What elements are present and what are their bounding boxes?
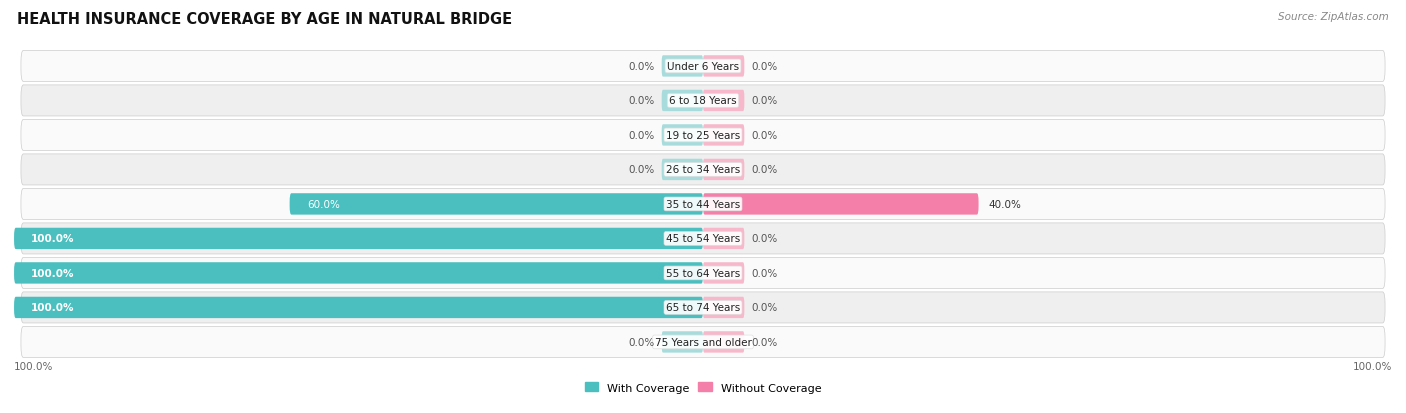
Text: 100.0%: 100.0% [31,303,75,313]
FancyBboxPatch shape [703,297,744,318]
Text: 100.0%: 100.0% [1353,361,1392,371]
FancyBboxPatch shape [703,194,979,215]
FancyBboxPatch shape [290,194,703,215]
Text: 0.0%: 0.0% [751,165,778,175]
FancyBboxPatch shape [21,51,1385,82]
FancyBboxPatch shape [21,86,1385,116]
FancyBboxPatch shape [14,228,703,249]
FancyBboxPatch shape [703,159,744,181]
Text: 0.0%: 0.0% [751,303,778,313]
Text: 40.0%: 40.0% [988,199,1022,209]
Text: 0.0%: 0.0% [751,62,778,72]
Text: 55 to 64 Years: 55 to 64 Years [666,268,740,278]
FancyBboxPatch shape [662,331,703,353]
FancyBboxPatch shape [662,125,703,146]
Text: 6 to 18 Years: 6 to 18 Years [669,96,737,106]
Text: 0.0%: 0.0% [628,96,655,106]
FancyBboxPatch shape [703,90,744,112]
FancyBboxPatch shape [662,159,703,181]
FancyBboxPatch shape [703,56,744,78]
FancyBboxPatch shape [21,327,1385,358]
Text: 100.0%: 100.0% [14,361,53,371]
Text: 0.0%: 0.0% [751,337,778,347]
Text: 19 to 25 Years: 19 to 25 Years [666,131,740,140]
Text: 65 to 74 Years: 65 to 74 Years [666,303,740,313]
Text: 0.0%: 0.0% [628,337,655,347]
Text: 35 to 44 Years: 35 to 44 Years [666,199,740,209]
Text: 45 to 54 Years: 45 to 54 Years [666,234,740,244]
FancyBboxPatch shape [14,297,703,318]
Text: 100.0%: 100.0% [31,268,75,278]
Text: 0.0%: 0.0% [628,165,655,175]
FancyBboxPatch shape [21,154,1385,185]
Text: 60.0%: 60.0% [307,199,340,209]
FancyBboxPatch shape [703,331,744,353]
FancyBboxPatch shape [662,90,703,112]
Text: HEALTH INSURANCE COVERAGE BY AGE IN NATURAL BRIDGE: HEALTH INSURANCE COVERAGE BY AGE IN NATU… [17,12,512,27]
Text: 26 to 34 Years: 26 to 34 Years [666,165,740,175]
Text: 0.0%: 0.0% [751,268,778,278]
FancyBboxPatch shape [703,125,744,146]
FancyBboxPatch shape [703,228,744,249]
FancyBboxPatch shape [21,120,1385,151]
FancyBboxPatch shape [21,223,1385,254]
Text: 100.0%: 100.0% [31,234,75,244]
Text: 0.0%: 0.0% [751,131,778,140]
Text: Source: ZipAtlas.com: Source: ZipAtlas.com [1278,12,1389,22]
FancyBboxPatch shape [662,56,703,78]
Text: 0.0%: 0.0% [628,131,655,140]
FancyBboxPatch shape [21,189,1385,220]
FancyBboxPatch shape [21,292,1385,323]
Legend: With Coverage, Without Coverage: With Coverage, Without Coverage [581,378,825,397]
Text: 0.0%: 0.0% [628,62,655,72]
Text: 75 Years and older: 75 Years and older [655,337,751,347]
Text: 0.0%: 0.0% [751,234,778,244]
FancyBboxPatch shape [703,263,744,284]
Text: 0.0%: 0.0% [751,96,778,106]
Text: Under 6 Years: Under 6 Years [666,62,740,72]
FancyBboxPatch shape [14,263,703,284]
FancyBboxPatch shape [21,258,1385,289]
